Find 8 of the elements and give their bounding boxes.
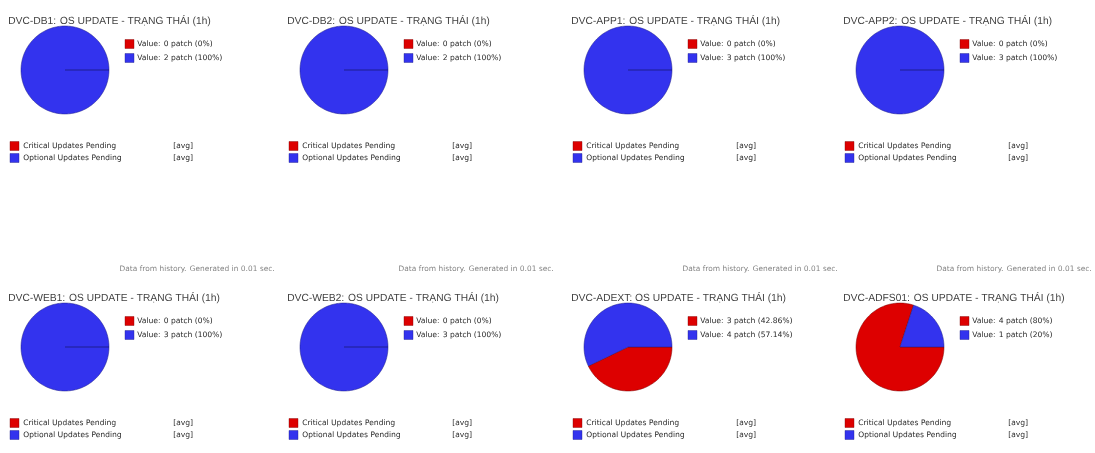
chart-title: DVC-ADFS01: OS UPDATE - TRẠNG THÁI (1h) (844, 292, 1064, 304)
chart-title: DVC-DB1: OS UPDATE - TRẠNG THÁI (1h) (9, 15, 211, 27)
chart-title: DVC-DB2: OS UPDATE - TRẠNG THÁI (1h) (288, 15, 490, 27)
chart-title: DVC-WEB1: OS UPDATE - TRẠNG THÁI (1h) (9, 292, 220, 304)
chart-title: DVC-ADEXT: OS UPDATE - TRẠNG THÁI (1h) (572, 292, 786, 304)
chart-title: DVC-APP2: OS UPDATE - TRẠNG THÁI (1h) (844, 15, 1052, 27)
chart-title: DVC-WEB2: OS UPDATE - TRẠNG THÁI (1h) (288, 292, 499, 304)
chart-title: DVC-APP1: OS UPDATE - TRẠNG THÁI (1h) (572, 15, 780, 27)
